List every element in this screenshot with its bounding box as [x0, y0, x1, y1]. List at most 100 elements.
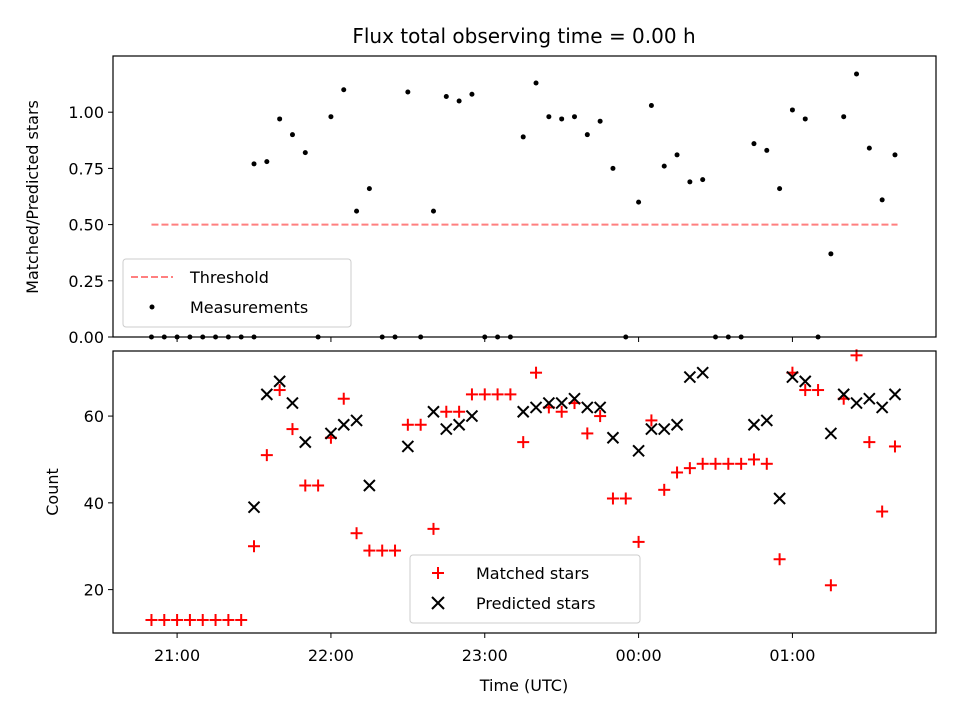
top-ytick-label: 0.25 — [68, 272, 104, 291]
bottom-ytick-label: 20 — [84, 581, 104, 600]
matched-point — [606, 492, 619, 505]
matched-point — [196, 613, 209, 626]
predicted-point — [427, 405, 440, 418]
matched-point — [824, 579, 837, 592]
matched-point — [645, 414, 658, 427]
matched-point — [478, 388, 491, 401]
bottom-ytick-label: 60 — [84, 407, 104, 426]
predicted-point — [824, 427, 838, 440]
measurement-point — [597, 118, 603, 124]
matched-point — [350, 527, 363, 540]
bottom-legend: Matched stars Predicted stars — [409, 554, 641, 624]
legend-matched-swatch — [432, 567, 444, 579]
bottom-xtick-label: 23:00 — [462, 646, 508, 665]
measurement-point — [777, 186, 783, 192]
matched-point — [863, 436, 876, 449]
bottom-ytick-label: 40 — [84, 494, 104, 513]
predicted-point — [517, 405, 530, 418]
measurement-point — [354, 208, 360, 214]
matched-point — [671, 466, 684, 479]
predicted-point — [581, 401, 594, 414]
matched-point — [401, 418, 414, 431]
predicted-point — [670, 418, 684, 431]
measurement-point — [687, 179, 693, 185]
bottom-xlabel: Time (UTC) — [479, 676, 568, 695]
measurement-point — [636, 199, 642, 205]
matched-point — [222, 613, 235, 626]
matched-point — [555, 405, 568, 418]
matched-point — [517, 436, 530, 449]
measurement-point — [879, 197, 885, 203]
matched-points — [145, 349, 901, 626]
bottom-axes-frame — [112, 350, 937, 634]
matched-point — [260, 449, 273, 462]
measurement-point — [546, 114, 552, 120]
matched-point — [760, 457, 773, 470]
matched-point — [491, 388, 504, 401]
matched-point — [632, 535, 645, 548]
measurement-point — [341, 87, 347, 93]
top-ytick-label: 0.00 — [68, 328, 104, 347]
bottom-legend-box — [409, 554, 641, 624]
bottom-xtick-label: 00:00 — [616, 646, 662, 665]
matched-point — [683, 462, 696, 475]
matched-point — [812, 384, 825, 397]
predicted-point — [760, 414, 773, 427]
bottom-xtick-label: 01:00 — [769, 646, 815, 665]
matched-point — [389, 544, 402, 557]
top-ytick-label: 0.75 — [68, 159, 104, 178]
predicted-point — [363, 479, 376, 492]
matched-point — [722, 457, 735, 470]
top-ytick-label: 0.50 — [68, 216, 104, 235]
predicted-point — [658, 422, 671, 436]
matched-point — [658, 483, 671, 496]
matched-point — [145, 613, 158, 626]
top-axes-frame — [112, 55, 937, 338]
predicted-point — [260, 388, 274, 401]
measurement-point — [571, 114, 577, 120]
predicted-point — [786, 370, 799, 384]
matched-point — [299, 479, 312, 492]
matched-point — [363, 544, 376, 557]
top-title: Flux total observing time = 0.00 h — [352, 24, 695, 48]
matched-point — [235, 613, 248, 626]
predicted-point — [401, 440, 415, 453]
predicted-point — [568, 392, 581, 405]
predicted-point — [299, 435, 312, 449]
matched-point — [312, 479, 325, 492]
matched-point — [209, 613, 222, 626]
measurement-point — [533, 80, 539, 86]
predicted-point — [324, 427, 338, 440]
matched-point — [376, 544, 389, 557]
measurement-point — [841, 114, 847, 120]
measurement-point — [584, 132, 590, 138]
bottom-xtick-label: 22:00 — [308, 646, 354, 665]
bottom-xtick-label: 21:00 — [154, 646, 200, 665]
matched-point — [773, 553, 786, 566]
predicted-point — [593, 401, 607, 414]
predicted-point — [683, 370, 697, 384]
measurement-point — [854, 71, 860, 77]
measurement-point — [520, 134, 526, 140]
top-legend: Threshold Measurements — [122, 258, 352, 328]
predicted-point — [273, 375, 286, 388]
predicted-point — [350, 414, 363, 427]
matched-point — [158, 613, 171, 626]
predicted-point — [542, 396, 556, 410]
predicted-point — [632, 444, 645, 457]
matched-point — [709, 457, 722, 470]
predicted-point — [452, 418, 466, 431]
legend-threshold-label: Threshold — [189, 268, 269, 287]
measurement-point — [469, 91, 475, 97]
predicted-point — [465, 409, 479, 423]
predicted-point — [875, 401, 889, 414]
matched-point — [594, 410, 607, 423]
measurement-point — [328, 114, 334, 120]
legend-measurements-label: Measurements — [190, 298, 308, 317]
top-panel: Flux total observing time = 0.00 h 0.00 0… — [23, 24, 937, 347]
measurement-point — [251, 161, 257, 167]
matched-point — [273, 384, 286, 397]
matched-point — [183, 613, 196, 626]
legend-predicted-label: Predicted stars — [476, 594, 596, 613]
